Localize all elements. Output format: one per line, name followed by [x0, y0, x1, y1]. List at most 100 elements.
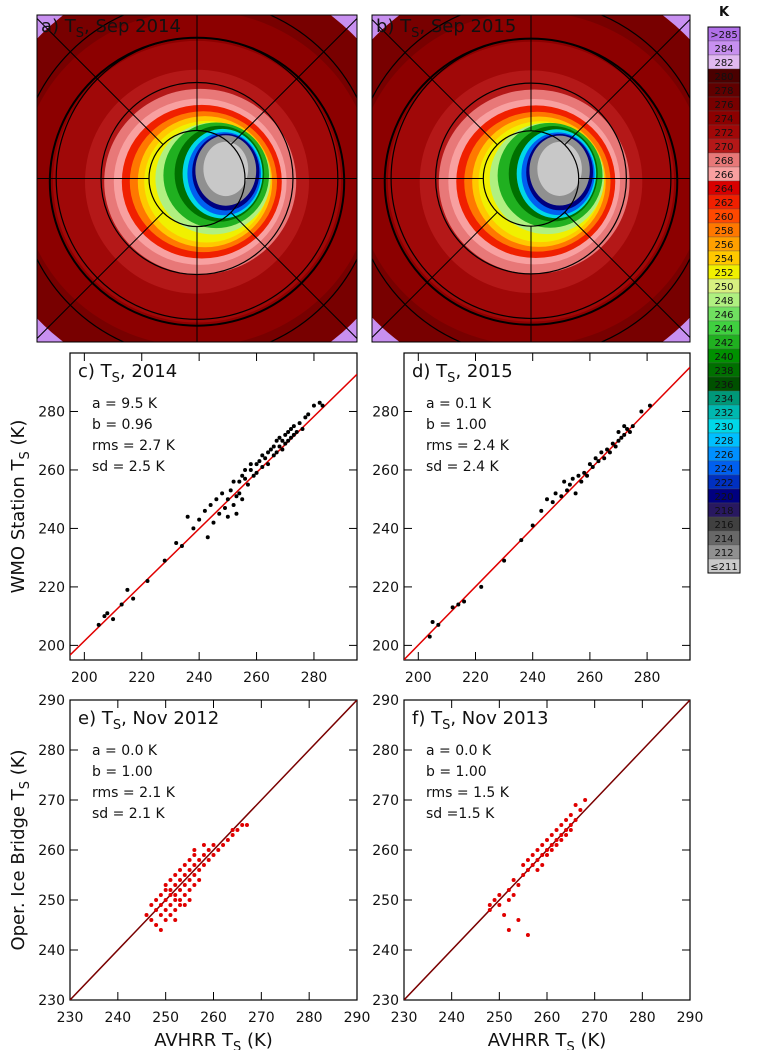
- point: [243, 467, 248, 472]
- point: [154, 908, 159, 912]
- y-tick-label: 200: [38, 638, 65, 654]
- point: [211, 843, 216, 847]
- point: [521, 863, 526, 867]
- point: [535, 848, 540, 852]
- text-segment: S: [447, 371, 455, 386]
- y-tick-label: 270: [372, 793, 399, 809]
- colorbar-label: 234: [714, 394, 733, 405]
- map-frame: [36, 14, 358, 343]
- point: [549, 848, 554, 852]
- point: [583, 798, 588, 802]
- point: [178, 868, 183, 872]
- x-tick-label: 250: [486, 1010, 513, 1026]
- fit-line: [404, 366, 690, 660]
- point: [231, 503, 236, 508]
- point: [208, 503, 213, 508]
- point: [230, 833, 235, 837]
- y-tick-label: 240: [372, 521, 399, 537]
- fit-line: [70, 373, 357, 656]
- point: [311, 403, 316, 408]
- plot-area: [404, 366, 690, 660]
- point: [271, 453, 276, 458]
- point: [559, 838, 564, 842]
- colorbar-label: 266: [714, 170, 733, 181]
- point: [502, 558, 507, 563]
- colorbar-label: 248: [714, 296, 733, 307]
- text-segment: , Nov 2013: [450, 708, 548, 729]
- point: [568, 828, 573, 832]
- point: [539, 508, 544, 513]
- text-segment: S: [76, 26, 84, 41]
- point: [616, 429, 621, 434]
- point: [182, 893, 187, 897]
- point: [192, 873, 197, 877]
- point: [599, 450, 604, 455]
- x-tick-label: 220: [462, 670, 489, 686]
- y-tick-label: 280: [38, 743, 65, 759]
- colorbar-label: 228: [714, 436, 733, 447]
- plot-area: [404, 700, 690, 1000]
- colorbar-label: 242: [714, 338, 733, 349]
- point: [506, 888, 511, 892]
- point: [163, 898, 168, 902]
- point: [535, 858, 540, 862]
- x-tick-label: 260: [577, 670, 604, 686]
- y-tick-label: 290: [38, 693, 65, 709]
- text-segment: S: [411, 26, 419, 41]
- text-segment: d) T: [412, 361, 448, 382]
- point: [456, 602, 461, 607]
- point: [158, 913, 163, 917]
- point: [559, 494, 564, 499]
- annotation: rms = 2.1 K: [92, 785, 176, 801]
- annotation: b = 1.00: [426, 417, 487, 433]
- point: [511, 893, 516, 897]
- y-tick-label: 200: [372, 638, 399, 654]
- point: [553, 491, 558, 496]
- y-tick-label: 260: [38, 843, 65, 859]
- point: [145, 579, 150, 584]
- point: [205, 535, 210, 540]
- x-tick-label: 240: [519, 670, 546, 686]
- meridian: [372, 211, 498, 339]
- colorbar-label: 212: [714, 548, 733, 559]
- text-segment: WMO Station T: [8, 458, 29, 593]
- point: [317, 400, 322, 405]
- text-segment: S: [233, 1040, 241, 1050]
- colorbar-label: 260: [714, 212, 733, 223]
- point: [178, 888, 183, 892]
- map-zone: [203, 141, 249, 197]
- annotation: a = 0.1 K: [426, 396, 492, 412]
- point: [192, 863, 197, 867]
- point: [260, 465, 265, 470]
- y-tick-label: 250: [38, 893, 65, 909]
- point: [197, 878, 202, 882]
- point: [579, 479, 584, 484]
- point: [187, 868, 192, 872]
- point: [206, 858, 211, 862]
- point: [243, 476, 248, 481]
- y-tick-label: 290: [372, 693, 399, 709]
- point: [554, 843, 559, 847]
- point: [568, 823, 573, 827]
- point: [286, 438, 291, 443]
- point: [297, 421, 302, 426]
- point: [497, 893, 502, 897]
- point: [630, 424, 635, 429]
- point: [173, 873, 178, 877]
- point: [497, 903, 502, 907]
- point: [105, 611, 110, 616]
- point: [266, 462, 271, 467]
- point: [550, 500, 555, 505]
- point: [602, 456, 607, 461]
- x-tick-label: 200: [405, 670, 432, 686]
- y-axis-label: WMO Station TS (K): [8, 420, 33, 594]
- x-axis-label: AVHRR TS (K): [488, 1030, 607, 1050]
- point: [187, 888, 192, 892]
- annotation: rms = 2.7 K: [92, 438, 176, 454]
- point: [168, 878, 173, 882]
- point: [154, 923, 159, 927]
- x-tick-label: 280: [296, 1010, 323, 1026]
- point: [280, 438, 285, 443]
- point: [235, 828, 240, 832]
